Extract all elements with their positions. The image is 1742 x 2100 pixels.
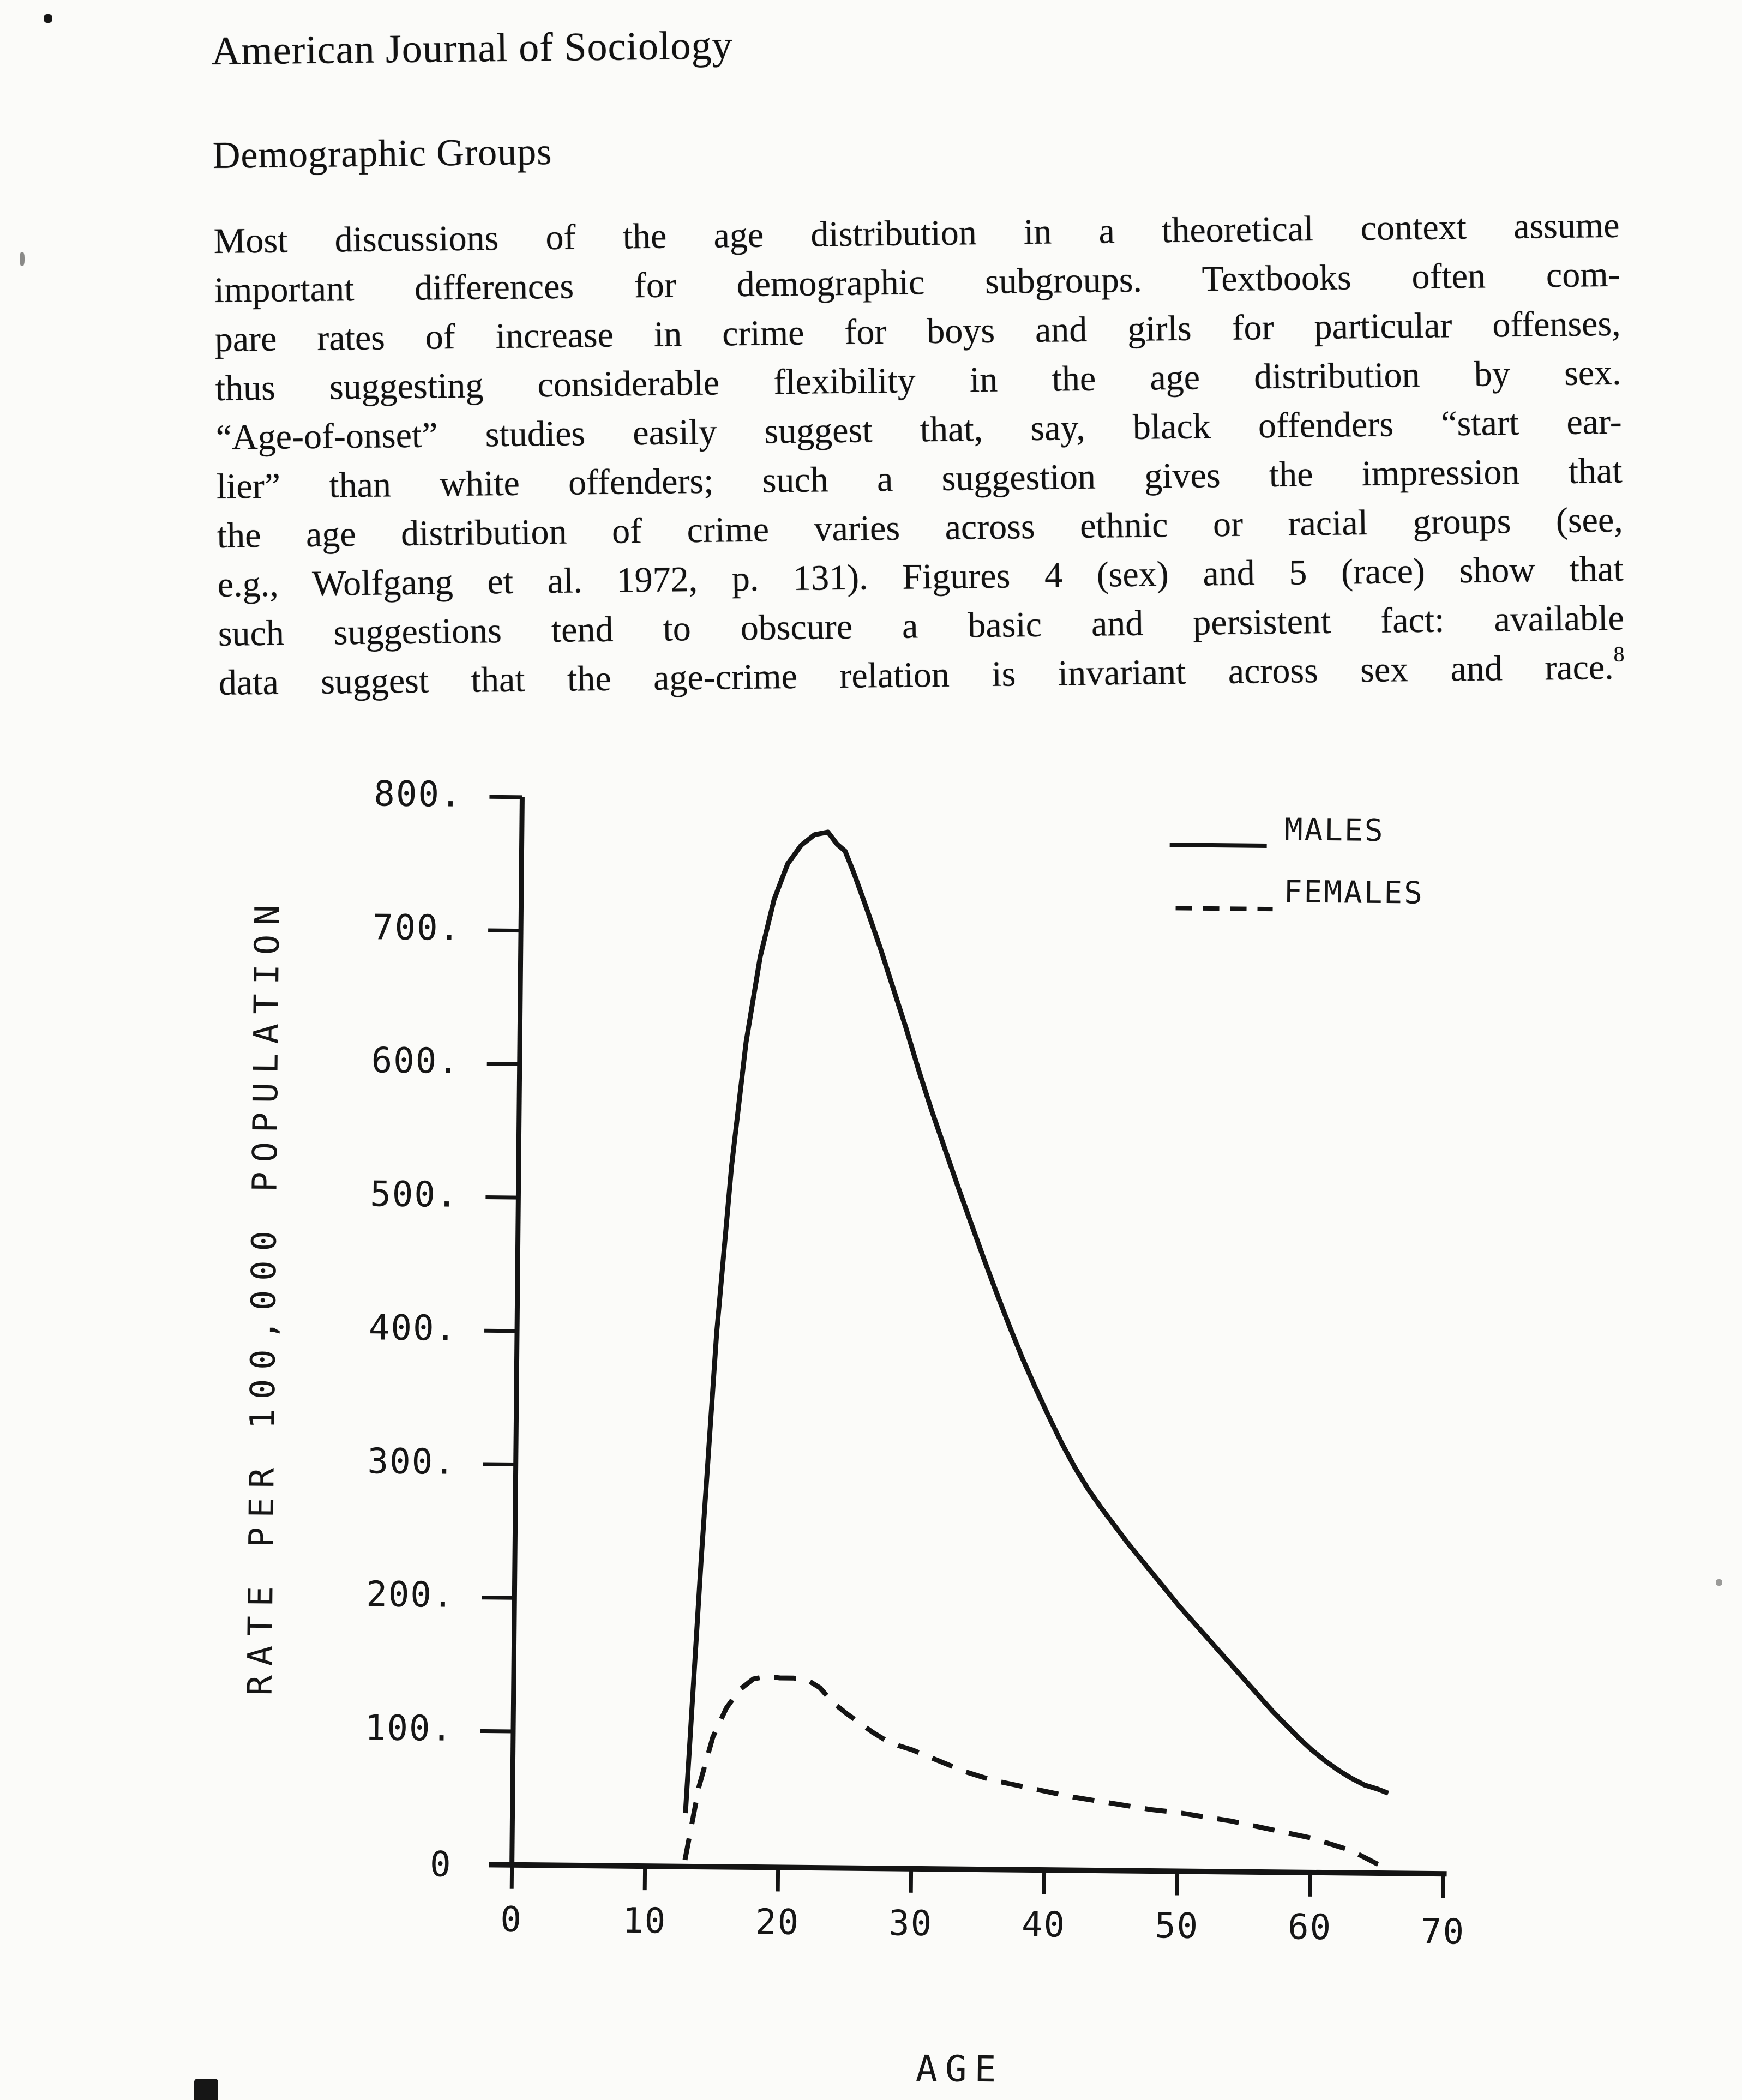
scan-speck	[20, 252, 25, 266]
y-tick-label-600: 600.	[371, 1040, 460, 1082]
scan-speck	[1716, 1579, 1722, 1586]
y-tick-label-100: 100.	[364, 1708, 454, 1749]
scan-speck	[44, 14, 52, 23]
y-axis-line	[509, 797, 525, 1865]
x-tick-label-50: 50	[1154, 1906, 1199, 1947]
x-tick-label-70: 70	[1420, 1911, 1465, 1953]
males-line-swatch	[1169, 843, 1267, 848]
x-axis-line	[489, 1862, 1447, 1877]
y-tick-mark	[483, 1462, 516, 1467]
x-tick-label-0: 0	[500, 1899, 523, 1940]
legend-label-females: FEMALES	[1283, 874, 1425, 911]
y-tick-label-400: 400.	[368, 1308, 458, 1349]
y-tick-label-800: 800.	[374, 774, 462, 815]
males-series-line	[683, 829, 1390, 1814]
y-tick-label-200: 200.	[365, 1574, 455, 1616]
y-tick-label-500: 500.	[369, 1174, 459, 1216]
x-tick-label-60: 60	[1287, 1907, 1332, 1948]
y-tick-mark	[488, 928, 521, 933]
y-axis-title: RATE PER 100,000 POPULATION	[239, 895, 287, 1696]
x-tick-label-40: 40	[1021, 1904, 1066, 1946]
y-tick-label-0: 0	[429, 1844, 453, 1885]
females-line-swatch	[1175, 906, 1273, 912]
legend-label-males: MALES	[1284, 812, 1385, 849]
x-tick-label-30: 30	[888, 1903, 933, 1945]
y-tick-label-700: 700.	[372, 907, 461, 949]
axis-ticks	[480, 795, 1446, 1898]
x-axis-title: AGE	[915, 2047, 1004, 2091]
y-tick-label-300: 300.	[367, 1441, 456, 1483]
chart-legend: MALES FEMALES	[1168, 801, 1474, 946]
scan-speck	[194, 2079, 218, 2100]
x-tick-label-10: 10	[622, 1900, 667, 1942]
x-tick-label-20: 20	[755, 1902, 800, 1943]
females-series-line	[682, 1674, 1389, 1870]
